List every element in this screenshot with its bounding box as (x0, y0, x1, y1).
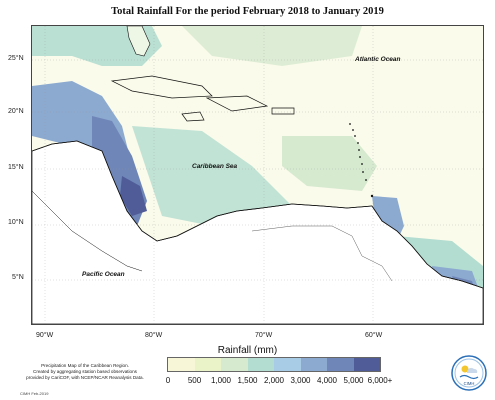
legend-tick-label: 5,000 (343, 376, 364, 385)
lon-label-60w: 60°W (365, 332, 383, 339)
rainfall-map-canvas (32, 26, 483, 324)
legend-swatch (194, 358, 221, 371)
lon-label-80w: 80°W (145, 332, 163, 339)
lat-label-25n: 25°N (8, 55, 24, 62)
atlantic-ocean-label: Atlantic Ocean (355, 56, 401, 63)
lat-label-15n: 15°N (8, 164, 24, 171)
map-stamp: CIMH Feb-2019 (20, 391, 49, 396)
lat-label-5n: 5°N (12, 274, 24, 281)
caribbean-sea-label: Caribbean Sea (192, 163, 238, 170)
lat-label-10n: 10°N (8, 219, 24, 226)
legend-tick-label: 6,000+ (367, 376, 393, 385)
legend-swatch (221, 358, 248, 371)
legend-tick-label: 4,000 (316, 376, 338, 385)
legend-color-bar (167, 357, 381, 372)
cimh-logo-icon: CIMH (451, 355, 487, 391)
legend-tick-label: 3,000 (290, 376, 311, 385)
legend-swatch (300, 358, 327, 371)
legend-swatch (247, 358, 274, 371)
legend-title: Rainfall (mm) (217, 345, 278, 356)
legend-tick-label: 2,000 (263, 376, 285, 385)
credit-line-1: Precipitation Map of the Caribbean Regio… (41, 363, 129, 368)
lat-label-20n: 20°N (8, 108, 24, 115)
lon-label-70w: 70°W (255, 332, 273, 339)
credit-text: Precipitation Map of the Caribbean Regio… (20, 363, 150, 381)
lon-label-90w: 90°W (36, 332, 54, 339)
legend-tick-label: 0 (165, 376, 171, 385)
legend-swatch (274, 358, 301, 371)
rainfall-map (31, 25, 484, 325)
credit-line-2: Created by aggregating station based obs… (33, 369, 137, 374)
pacific-ocean-label: Pacific Ocean (82, 271, 125, 278)
legend-tick-label: 1,500 (237, 376, 258, 385)
legend-tick-label: 500 (187, 376, 202, 385)
logo-text: CIMH (464, 381, 475, 386)
legend-swatch (168, 358, 195, 371)
legend-tick-label: 1,000 (210, 376, 232, 385)
legend-swatch (327, 358, 354, 371)
legend-swatch (353, 358, 380, 371)
map-title: Total Rainfall For the period February 2… (111, 6, 384, 17)
credit-line-3: provided by CariCOF, with NCEP/NCAR Rean… (26, 375, 144, 380)
